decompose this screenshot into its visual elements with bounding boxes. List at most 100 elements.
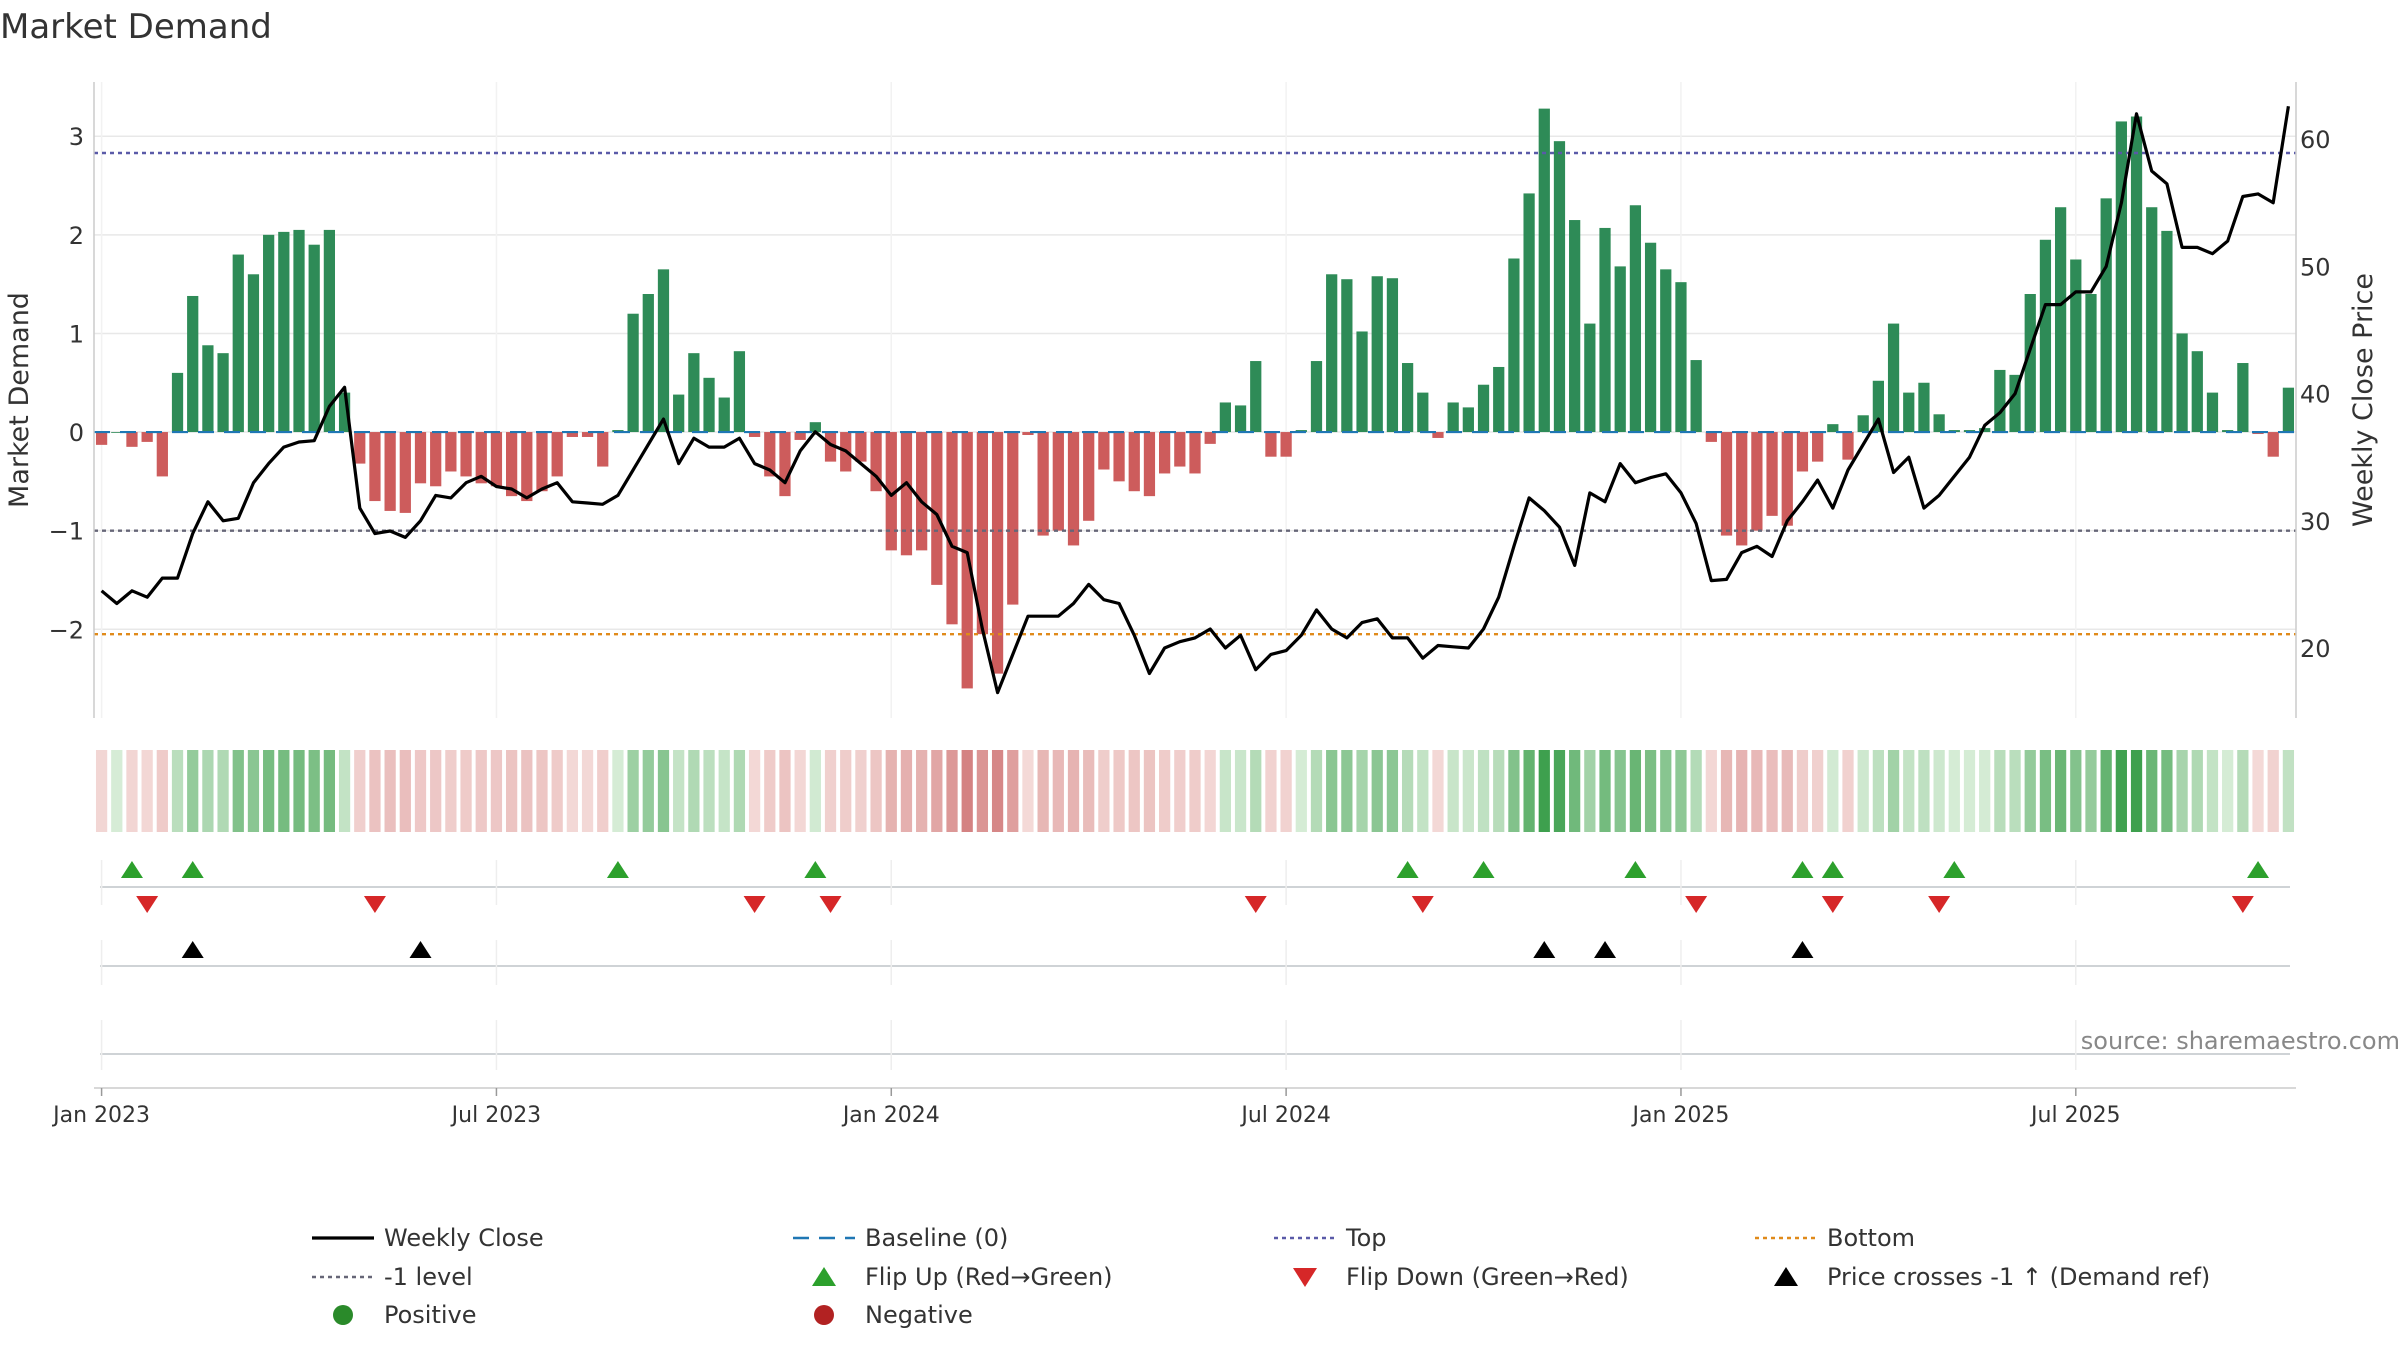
heat-cell xyxy=(247,750,260,832)
heat-cell xyxy=(1341,750,1353,832)
heat-cell xyxy=(323,750,336,832)
heat-cell xyxy=(2070,750,2082,832)
heat-cell xyxy=(2267,750,2279,832)
heat-cell xyxy=(1751,750,1763,832)
heat-cell xyxy=(748,750,761,832)
heat-cell xyxy=(597,750,609,832)
heat-cell xyxy=(1204,750,1216,832)
flip-up-marker xyxy=(1821,861,1844,878)
heat-cell xyxy=(1857,750,1869,832)
demand-bar xyxy=(1599,227,1611,433)
x-tick-label: Jul 2024 xyxy=(1239,1103,1331,1128)
heat-cell xyxy=(2161,750,2173,832)
y-tick-label-right: 40 xyxy=(2300,381,2331,409)
heat-cell xyxy=(703,750,715,832)
demand-bar xyxy=(1189,432,1201,474)
demand-bar xyxy=(536,432,548,492)
heat-cell xyxy=(991,750,1004,832)
demand-bar xyxy=(855,432,867,462)
y-tick-label-left: 3 xyxy=(69,123,84,151)
heat-cell xyxy=(1113,750,1125,832)
heat-cell xyxy=(855,750,867,832)
demand-bar xyxy=(263,234,275,433)
demand-bar xyxy=(278,231,290,433)
heat-cell xyxy=(1022,750,1034,832)
flip-down-marker xyxy=(1244,896,1267,913)
demand-bar xyxy=(1842,432,1854,460)
heat-cell xyxy=(900,750,913,832)
demand-bar xyxy=(2191,351,2203,433)
demand-bar xyxy=(1872,380,1884,433)
heat-cell xyxy=(885,750,897,832)
y-tick-label-left: 2 xyxy=(69,222,84,250)
flip-up-marker xyxy=(1472,861,1495,878)
demand-bar xyxy=(460,432,472,477)
demand-bar xyxy=(1857,415,1869,433)
demand-bar xyxy=(202,345,214,433)
heat-cell xyxy=(1128,750,1140,832)
demand-bar xyxy=(1933,414,1945,433)
heat-cell xyxy=(278,750,290,832)
heat-cell xyxy=(673,750,685,832)
heat-cell xyxy=(1660,750,1672,832)
demand-bar xyxy=(1174,432,1186,467)
demand-bar xyxy=(2282,387,2295,433)
x-tick-label: Jul 2025 xyxy=(2029,1103,2121,1128)
demand-bar xyxy=(688,353,700,433)
demand-bar xyxy=(1326,274,1338,433)
heat-cell xyxy=(1371,750,1383,832)
heat-cell xyxy=(1462,750,1474,832)
heat-cell xyxy=(551,750,563,832)
demand-bar xyxy=(2161,230,2173,433)
heat-cell xyxy=(1781,750,1793,832)
heat-cell xyxy=(171,750,184,832)
y-tick-label-right: 20 xyxy=(2300,635,2331,663)
heat-cell xyxy=(1584,750,1596,832)
heat-cell xyxy=(1842,750,1854,832)
demand-heat-strip xyxy=(95,750,2295,832)
legend-label: Price crosses -1 ↑ (Demand ref) xyxy=(1827,1263,2210,1291)
flip-up-marker xyxy=(181,861,204,878)
heat-cell xyxy=(1447,750,1459,832)
demand-bar xyxy=(748,432,761,437)
flip-down-marker xyxy=(1685,896,1708,913)
flip-up-marker xyxy=(120,861,143,878)
demand-bar xyxy=(627,313,639,433)
demand-bar xyxy=(1736,432,1748,546)
heat-cell xyxy=(1629,750,1642,832)
heat-cell xyxy=(2176,750,2188,832)
heat-cell xyxy=(156,750,168,832)
heat-cell xyxy=(460,750,472,832)
demand-bar xyxy=(1751,432,1763,531)
demand-bar xyxy=(2070,259,2082,433)
demand-bar xyxy=(946,432,958,625)
heat-cell xyxy=(430,750,442,832)
heat-cell xyxy=(2206,750,2219,832)
flip-down-marker xyxy=(1928,896,1951,913)
heat-cell xyxy=(1872,750,1884,832)
demand-bar xyxy=(1644,242,1657,433)
heat-cell xyxy=(1796,750,1809,832)
demand-bar xyxy=(2267,432,2279,457)
demand-bar xyxy=(1432,432,1444,438)
demand-bar xyxy=(1720,432,1733,536)
flip-down-marker xyxy=(136,896,159,913)
heat-cell xyxy=(369,750,381,832)
y-tick-label-right: 50 xyxy=(2300,253,2331,281)
flip-up-marker xyxy=(1624,861,1647,878)
price-cross-marker xyxy=(181,941,204,958)
heat-cell xyxy=(1918,750,1930,832)
heat-cell xyxy=(1720,750,1733,832)
demand-bar xyxy=(521,432,533,502)
demand-bar xyxy=(126,432,138,447)
heat-cell xyxy=(1219,750,1231,832)
heat-cell xyxy=(202,750,214,832)
demand-bar xyxy=(566,432,578,437)
heat-cell xyxy=(1189,750,1201,832)
heat-cell xyxy=(1690,750,1702,832)
weekly-close-line xyxy=(100,105,2290,695)
heat-cell xyxy=(1098,750,1110,832)
demand-bar xyxy=(703,377,715,433)
heat-cell xyxy=(764,750,776,832)
heat-cell xyxy=(2146,750,2158,832)
